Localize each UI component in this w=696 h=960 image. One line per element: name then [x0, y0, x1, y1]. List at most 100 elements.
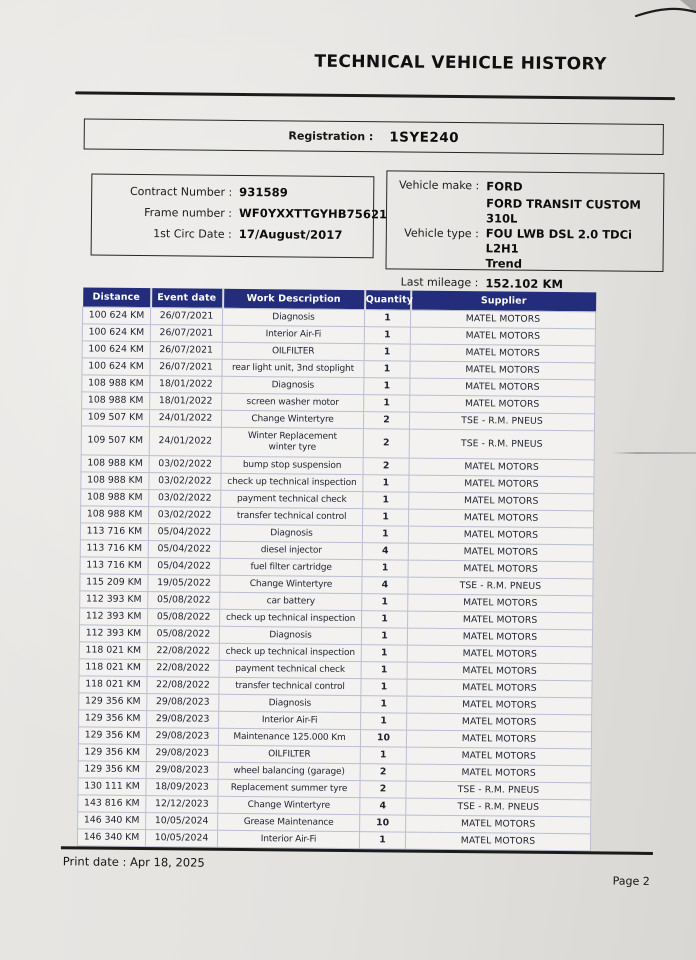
cell-qty: 1: [361, 661, 408, 679]
cell-qty: 10: [360, 729, 407, 747]
first-circ-date-label: 1st Circ Date :: [153, 227, 232, 241]
cell-date: 26/07/2021: [150, 307, 223, 325]
cell-qty: 1: [362, 525, 409, 543]
cell-desc: bump stop suspension: [221, 455, 364, 475]
cell-distance: 108 988 KM: [80, 488, 149, 507]
cell-desc: Interior Air-Fi: [218, 710, 361, 730]
cell-qty: 2: [363, 411, 410, 429]
vehicle-info-box: Vehicle make : FORD Vehicle type : FORD …: [385, 170, 665, 291]
cell-date: 24/01/2022: [149, 409, 222, 427]
cell-distance: 129 356 KM: [78, 692, 147, 711]
registration-label: Registration :: [288, 129, 374, 144]
vehicle-type-line-3: Trend: [485, 256, 523, 271]
cell-distance: 118 021 KM: [79, 641, 148, 660]
contract-number-row: Contract Number : 931589: [102, 184, 363, 201]
cell-desc: OILFILTER: [222, 341, 365, 361]
cell-supplier: TSE - R.M. PNEUS: [405, 780, 592, 800]
cell-distance: 100 624 KM: [81, 357, 151, 376]
cell-supplier: TSE - R.M. PNEUS: [409, 428, 595, 460]
cell-date: 03/02/2022: [148, 489, 221, 507]
cell-desc: diesel injector: [220, 540, 363, 560]
contract-number-value: 931589: [239, 184, 288, 200]
print-date-label: Print date :: [62, 854, 127, 869]
cell-supplier: MATEL MOTORS: [407, 661, 593, 681]
vehicle-make-row: Vehicle make : FORD: [395, 178, 655, 194]
cell-qty: 1: [359, 831, 406, 849]
cell-distance: 113 716 KM: [80, 522, 149, 541]
cell-date: 19/05/2022: [147, 574, 221, 592]
cell-supplier: MATEL MOTORS: [408, 508, 594, 528]
cell-desc: rear light unit, 3nd stoplight: [221, 358, 365, 378]
frame-number-value: WF0YXXTTGYHB75621: [238, 205, 388, 222]
cell-distance: 129 356 KM: [78, 743, 147, 762]
cell-distance: 109 507 KM: [81, 408, 150, 427]
page-title: TECHNICAL VEHICLE HISTORY: [314, 51, 607, 75]
cell-date: 24/01/2022: [149, 426, 222, 456]
cell-desc: Replacement summer tyre: [217, 778, 361, 798]
header-cell-distance: Distance: [82, 287, 151, 308]
first-circ-date-row: 1st Circ Date : 17/August/2017: [102, 226, 363, 243]
cell-distance: 108 988 KM: [80, 505, 149, 524]
cell-supplier: MATEL MOTORS: [408, 491, 594, 511]
cell-qty: 10: [359, 814, 406, 832]
cell-supplier: TSE - R.M. PNEUS: [409, 411, 595, 431]
cell-supplier: MATEL MOTORS: [408, 474, 595, 494]
cell-distance: 129 356 KM: [78, 760, 147, 779]
cell-distance: 112 393 KM: [79, 590, 148, 609]
cell-desc: Diagnosis: [219, 625, 362, 645]
last-mileage-label: Last mileage :: [400, 275, 479, 289]
cell-desc: fuel filter cartridge: [220, 557, 363, 577]
vehicle-type-row: Vehicle type : FORD TRANSIT CUSTOM 310L …: [394, 195, 655, 272]
cell-qty: 1: [361, 627, 408, 645]
cell-supplier: MATEL MOTORS: [406, 678, 593, 698]
cell-desc: Diagnosis: [222, 307, 365, 327]
cell-date: 22/08/2022: [147, 642, 220, 660]
cell-distance: 115 209 KM: [79, 573, 149, 592]
cell-supplier: MATEL MOTORS: [405, 814, 591, 834]
cell-qty: 4: [359, 797, 406, 815]
cell-supplier: MATEL MOTORS: [407, 593, 593, 613]
contract-info-box: Contract Number : 931589 Frame number : …: [90, 173, 387, 259]
cell-qty: 2: [360, 763, 407, 781]
cell-date: 12/12/2023: [145, 795, 218, 813]
last-mileage-row: Last mileage : 152.102 KM: [394, 275, 654, 291]
cell-distance: 112 393 KM: [79, 624, 148, 643]
cell-desc: Change Wintertyre: [221, 409, 364, 429]
cell-qty: 1: [360, 712, 407, 730]
cell-date: 22/08/2022: [146, 676, 220, 694]
cell-distance: 129 356 KM: [78, 726, 147, 745]
cell-qty: 1: [363, 360, 411, 378]
cell-distance: 143 816 KM: [77, 794, 146, 813]
cell-distance: 130 111 KM: [77, 777, 147, 796]
cell-desc: payment technical check: [220, 489, 363, 509]
cell-distance: 109 507 KM: [81, 425, 150, 456]
cell-date: 26/07/2021: [150, 324, 223, 342]
cell-date: 05/04/2022: [148, 557, 221, 575]
cell-supplier: MATEL MOTORS: [408, 559, 594, 579]
cell-qty: 2: [363, 457, 410, 475]
header-cell-work-description: Work Description: [222, 288, 365, 310]
contract-number-label: Contract Number :: [129, 184, 233, 199]
cell-date: 05/04/2022: [148, 523, 221, 541]
cell-distance: 113 716 KM: [80, 556, 149, 575]
cell-desc: Winter Replacement winter tyre: [221, 426, 364, 458]
page-number: Page 2: [612, 874, 650, 888]
cell-qty: 1: [361, 610, 408, 628]
cell-distance: 100 624 KM: [82, 340, 151, 359]
cell-date: 03/02/2022: [149, 455, 222, 473]
cell-distance: 118 021 KM: [78, 675, 148, 694]
cell-qty: 1: [360, 678, 408, 696]
cell-date: 18/09/2023: [145, 778, 219, 796]
cell-supplier: MATEL MOTORS: [408, 542, 594, 562]
vehicle-type-line-2: FOU LWB DSL 2.0 TDCi L2H1: [485, 226, 633, 256]
last-mileage-value: 152.102 KM: [485, 275, 564, 291]
cell-desc: Diagnosis: [220, 523, 363, 543]
cell-supplier: MATEL MOTORS: [408, 525, 594, 545]
cell-date: 26/07/2021: [149, 358, 223, 376]
vehicle-make-value: FORD: [486, 179, 523, 194]
cell-date: 10/05/2024: [145, 812, 218, 830]
cell-supplier: MATEL MOTORS: [410, 343, 596, 363]
cell-supplier: MATEL MOTORS: [409, 377, 595, 397]
cell-qty: 1: [362, 474, 410, 492]
registration-value: 1SYE240: [389, 128, 460, 146]
